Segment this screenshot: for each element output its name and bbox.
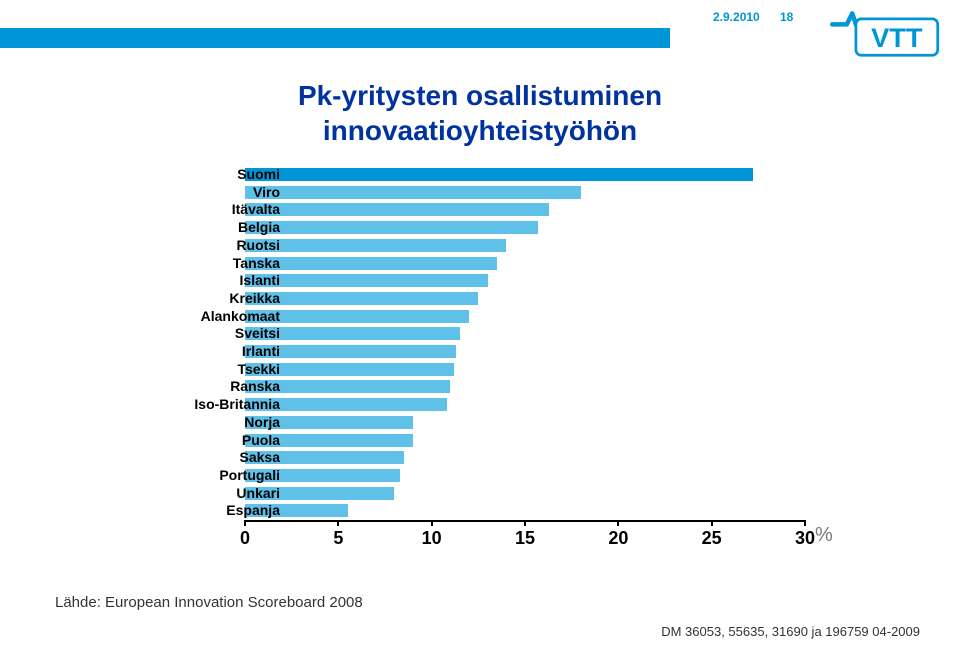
vtt-logo: VTT xyxy=(830,8,940,58)
header-date: 2.9.2010 xyxy=(713,10,760,24)
x-tick xyxy=(337,520,339,526)
bar-row xyxy=(245,219,805,237)
bar-row xyxy=(245,308,805,326)
y-label: Tsekki xyxy=(145,361,280,379)
y-label: Islanti xyxy=(145,272,280,290)
x-tick xyxy=(431,520,433,526)
y-label: Itävalta xyxy=(145,201,280,219)
bar xyxy=(245,221,538,234)
y-label: Sveitsi xyxy=(145,325,280,343)
x-tick-label: 30 xyxy=(785,528,825,549)
y-label: Saksa xyxy=(145,449,280,467)
title-line2: innovaatioyhteistyöhön xyxy=(323,115,637,146)
y-label: Portugali xyxy=(145,467,280,485)
y-label: Irlanti xyxy=(145,343,280,361)
bar xyxy=(245,168,753,181)
x-tick xyxy=(804,520,806,526)
bar-row xyxy=(245,467,805,485)
x-tick xyxy=(524,520,526,526)
x-tick-label: 15 xyxy=(505,528,545,549)
bar xyxy=(245,203,549,216)
bar-row xyxy=(245,414,805,432)
bar-row xyxy=(245,378,805,396)
title-line1: Pk-yritysten osallistuminen xyxy=(298,80,662,111)
footer-code: DM 36053, 55635, 31690 ja 196759 04-2009 xyxy=(661,624,920,639)
bar-row xyxy=(245,166,805,184)
slide-title: Pk-yritysten osallistuminen innovaatioyh… xyxy=(0,78,960,148)
x-tick-label: 25 xyxy=(692,528,732,549)
bar-row xyxy=(245,396,805,414)
bar-row xyxy=(245,255,805,273)
x-tick-label: 5 xyxy=(318,528,358,549)
x-tick-label: 0 xyxy=(225,528,265,549)
bar-row xyxy=(245,485,805,503)
bar-row xyxy=(245,201,805,219)
bar-row xyxy=(245,184,805,202)
bar xyxy=(245,239,506,252)
y-label: Tanska xyxy=(145,255,280,273)
y-label: Puola xyxy=(145,432,280,450)
x-tick-label: 20 xyxy=(598,528,638,549)
y-label: Ranska xyxy=(145,378,280,396)
logo-text: VTT xyxy=(871,22,923,53)
x-tick-label: 10 xyxy=(412,528,452,549)
y-label: Viro xyxy=(145,184,280,202)
y-label: Norja xyxy=(145,414,280,432)
bar xyxy=(245,274,488,287)
bar-row xyxy=(245,290,805,308)
bar-row xyxy=(245,502,805,520)
y-label: Iso-Britannia xyxy=(145,396,280,414)
bar-row xyxy=(245,272,805,290)
y-label: Belgia xyxy=(145,219,280,237)
source-text: Lähde: European Innovation Scoreboard 20… xyxy=(55,594,363,611)
x-tick xyxy=(244,520,246,526)
y-label: Alankomaat xyxy=(145,308,280,326)
x-tick xyxy=(711,520,713,526)
y-label: Ruotsi xyxy=(145,237,280,255)
bar xyxy=(245,257,497,270)
header-page: 18 xyxy=(780,10,793,24)
bar-chart: % SuomiViroItävaltaBelgiaRuotsiTanskaIsl… xyxy=(110,166,850,566)
header: 2.9.2010 18 VTT xyxy=(0,0,960,70)
bar-row xyxy=(245,325,805,343)
plot-area xyxy=(245,166,805,522)
header-bar xyxy=(0,28,670,48)
bar-row xyxy=(245,361,805,379)
y-label: Suomi xyxy=(145,166,280,184)
y-label: Unkari xyxy=(145,485,280,503)
x-tick xyxy=(617,520,619,526)
y-label: Espanja xyxy=(145,502,280,520)
bar-row xyxy=(245,432,805,450)
bar xyxy=(245,186,581,199)
bar-row xyxy=(245,343,805,361)
bar-row xyxy=(245,449,805,467)
y-label: Kreikka xyxy=(145,290,280,308)
bar-row xyxy=(245,237,805,255)
